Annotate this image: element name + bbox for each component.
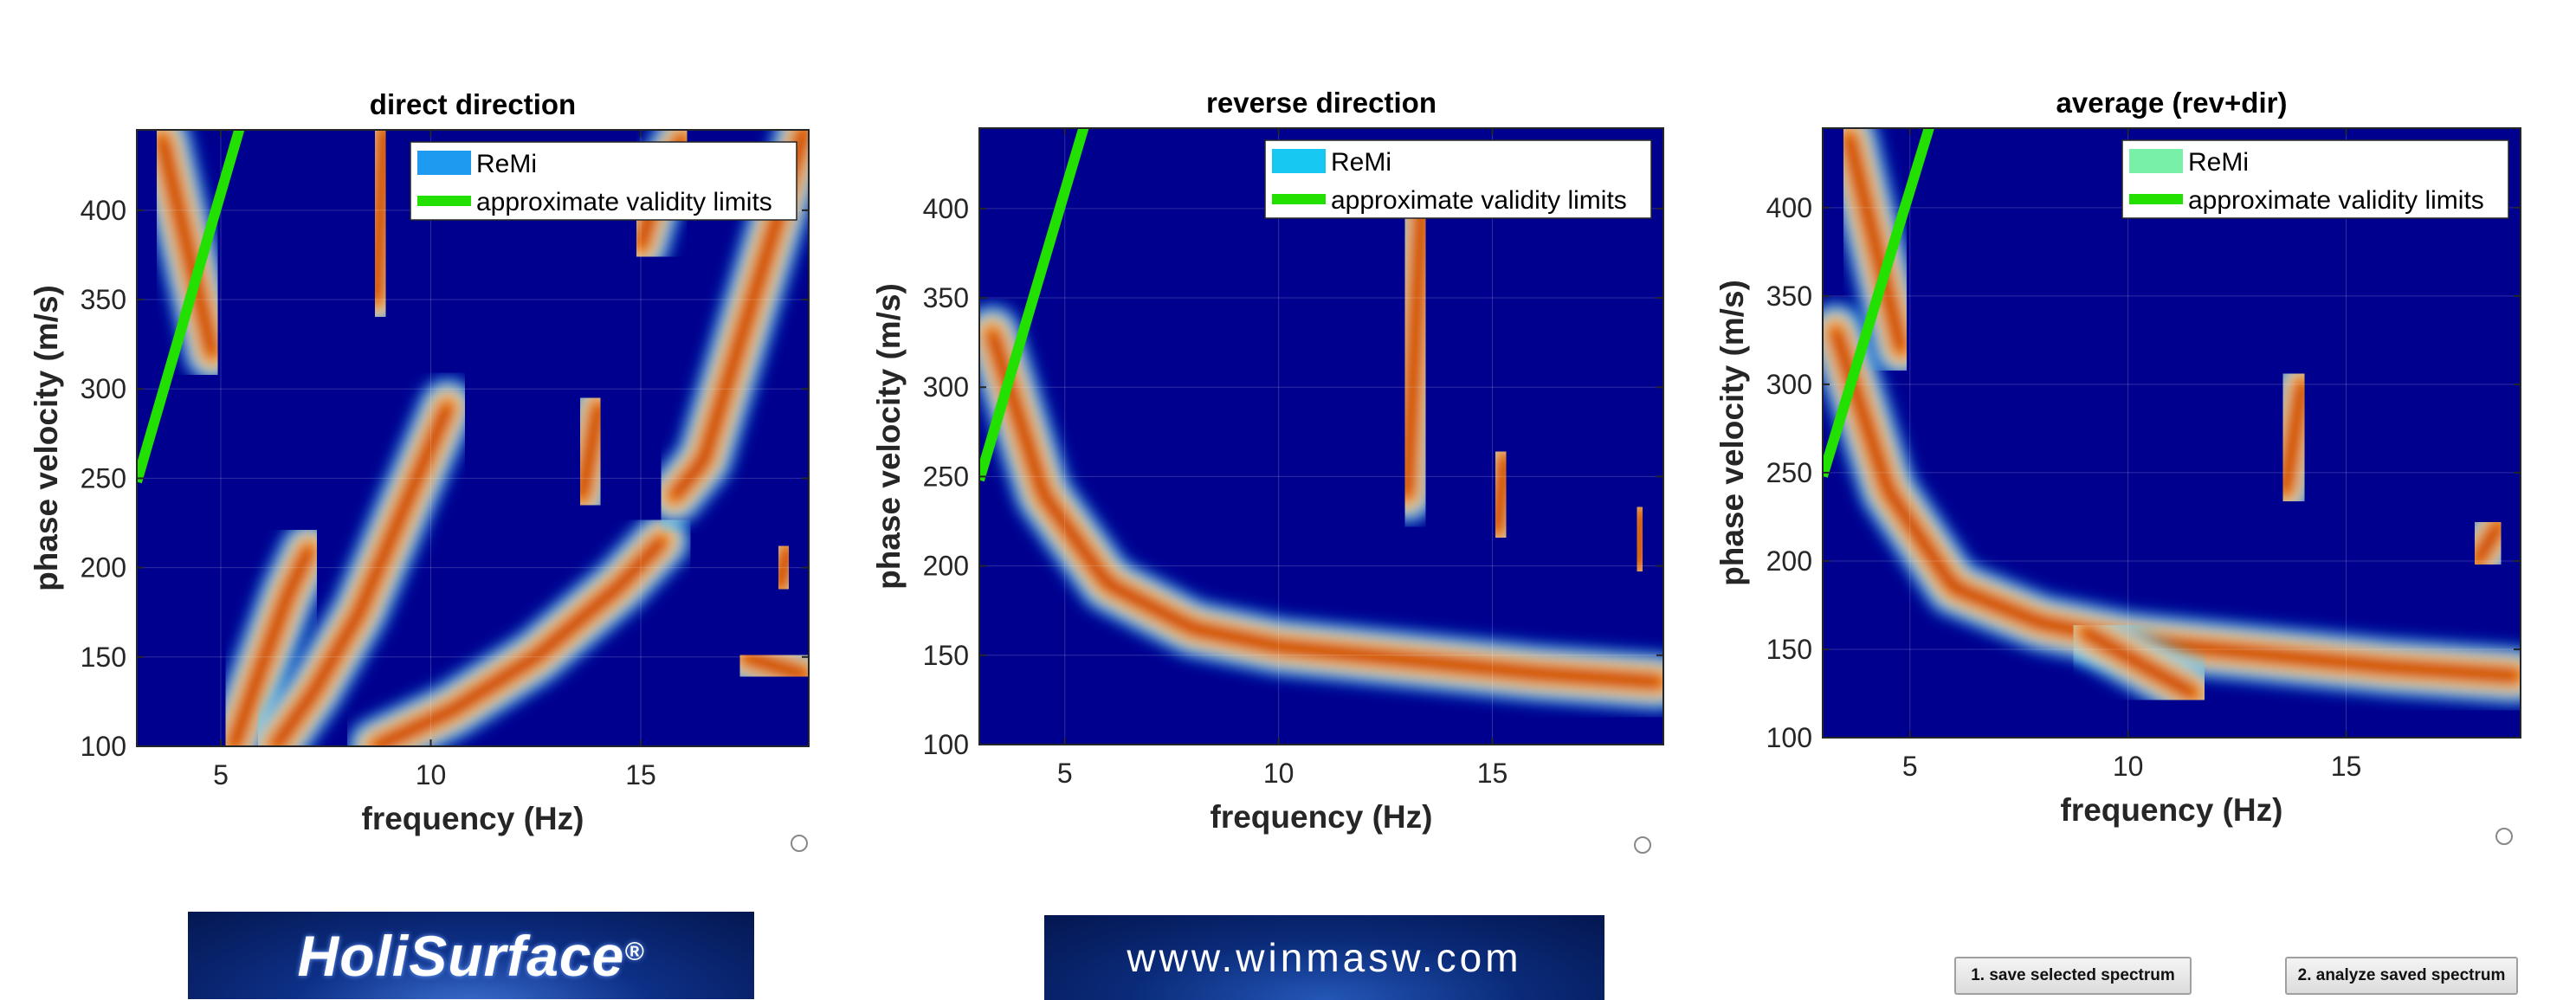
y-tick-label: 300 [1766,369,1812,400]
direct-radio-button[interactable] [791,835,808,852]
y-tick-label: 100 [81,731,126,762]
legend-swatch-remi [1272,149,1326,173]
x-tick-label: 10 [1263,758,1294,789]
chart-1: 5 10 15 100 150 200 250 300 350 400 reverse direct… [871,87,1664,835]
ridge-0 [979,306,1663,710]
ridge-2 [2056,603,2222,721]
x-tick-label: 10 [2113,751,2144,782]
y-tick-label: 350 [81,284,126,315]
plot-frame [136,129,810,747]
validity-limit-line [137,130,245,484]
chart-2: 5 10 15 100 150 200 250 300 350 400 average (rev+d… [1714,87,2521,828]
ridge-7 [646,130,809,525]
y-tick-label: 350 [923,282,969,313]
y-tick-label: 150 [81,642,126,673]
y-tick-label: 300 [81,373,126,404]
x-tick-label: 5 [1902,751,1918,782]
heatmap [1823,128,2521,721]
ridge-2 [1469,430,1533,558]
ridge-3 [348,513,690,746]
plot-frame [978,127,1664,745]
ridge-0 [137,130,241,381]
ridge-4 [2449,498,2521,589]
x-axis-label: frequency (Hz) [2061,792,2283,828]
heatmap [979,145,1663,710]
legend: ReMi approximate validity limits [1264,139,1652,219]
holisurface-logo-text: HoliSurface [297,923,625,988]
x-tick-label: 15 [1477,758,1508,789]
chart-title: reverse direction [1206,87,1436,119]
ridge-3 [2257,356,2331,519]
legend-entry: approximate validity limits [2188,186,2484,215]
y-tick-label: 250 [923,461,969,492]
ridge-2 [248,378,475,746]
analyze-spectrum-button[interactable]: 2. analyze saved spectrum [2285,957,2518,995]
validity-limit-line [1823,128,1935,478]
ridge-8 [718,629,809,703]
average-radio-button[interactable] [2495,828,2513,845]
legend-swatch-remi [417,151,471,175]
y-tick-label: 250 [81,462,126,494]
y-axis-label: phase velocity (m/s) [871,283,907,590]
save-spectrum-button[interactable]: 1. save selected spectrum [1954,957,2192,995]
y-axis-label: phase velocity (m/s) [29,285,64,591]
legend-entry: approximate validity limits [476,188,772,216]
legend: ReMi approximate validity limits [410,141,797,221]
ridge-1 [205,522,337,746]
ridge-1 [1823,128,1929,377]
ridge-1 [1378,145,1452,523]
chart-0: 5 10 15 100 150 200 250 300 350 400 direct directi… [29,88,810,836]
validity-limit-line [979,128,1089,482]
y-tick-label: 150 [923,640,969,671]
plot-frame [1822,127,2521,739]
legend: ReMi approximate validity limits [2121,139,2509,219]
x-axis-label: frequency (Hz) [1211,799,1433,835]
legend-entry: approximate validity limits [1331,186,1627,215]
y-tick-label: 200 [1766,545,1812,577]
y-tick-label: 400 [923,193,969,224]
y-tick-label: 400 [1766,192,1812,223]
x-tick-label: 5 [1057,758,1073,789]
y-tick-label: 250 [1766,457,1812,488]
legend-entry: ReMi [1331,148,1391,177]
holisurface-logo: HoliSurface ® [188,912,754,999]
y-tick-label: 200 [81,552,126,584]
y-tick-label: 300 [923,371,969,403]
y-tick-label: 100 [923,729,969,760]
x-tick-label: 15 [625,759,656,790]
ridge-4 [348,130,413,328]
chart-title: average (rev+dir) [2056,87,2288,119]
heatmap [137,130,809,746]
registered-mark: ® [624,937,645,966]
ridge-5 [554,378,627,525]
legend-swatch-remi [2129,149,2183,173]
y-tick-label: 100 [1766,722,1812,753]
winmasw-logo: www.winmasw.com [1044,915,1604,1000]
legend-entry: ReMi [476,150,537,178]
y-tick-label: 200 [923,551,969,582]
ridge-3 [1610,484,1663,594]
chart-title: direct direction [370,88,576,120]
winmasw-logo-text: www.winmasw.com [1127,935,1522,980]
x-tick-label: 5 [213,759,229,790]
y-tick-label: 350 [1766,281,1812,312]
grid [1823,128,2521,739]
x-tick-label: 10 [416,759,447,790]
reverse-radio-button[interactable] [1634,836,1651,854]
x-tick-label: 15 [2331,751,2362,782]
y-tick-label: 400 [81,195,126,226]
ridge-9 [752,522,809,614]
y-axis-label: phase velocity (m/s) [1714,280,1750,586]
legend-entry: ReMi [2188,148,2249,177]
x-axis-label: frequency (Hz) [362,801,584,836]
y-tick-label: 150 [1766,634,1812,665]
